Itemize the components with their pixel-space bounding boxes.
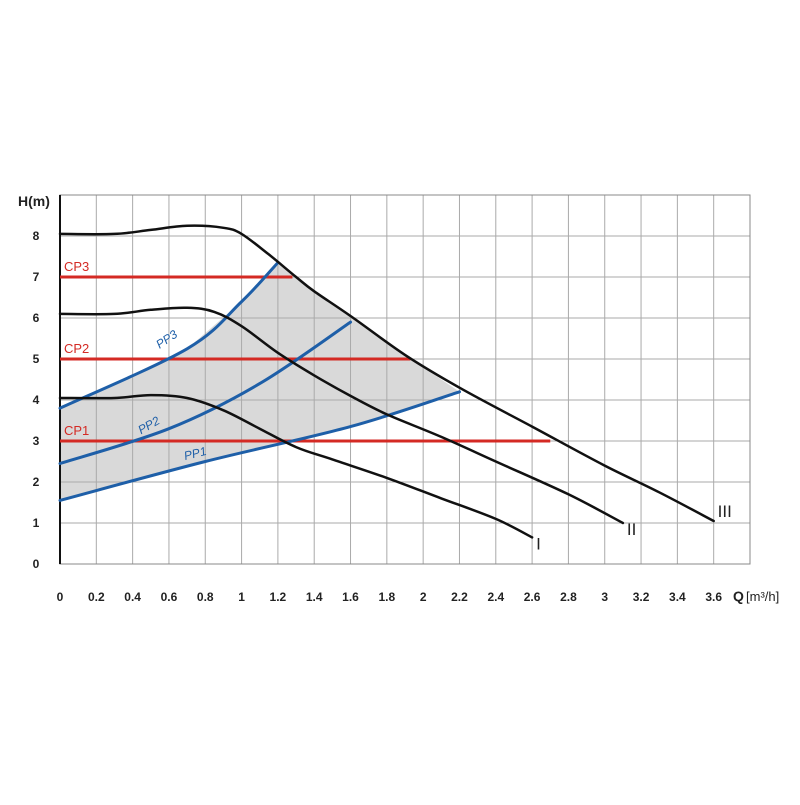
x-tick-label: 2.4	[487, 590, 504, 604]
x-tick-label: 0.4	[124, 590, 141, 604]
x-tick-label: 1.6	[342, 590, 359, 604]
y-tick-label: 3	[33, 434, 40, 448]
speed-curve-label-ii: II	[627, 520, 636, 539]
x-tick-label: 0.6	[161, 590, 178, 604]
cp-label-cp3: CP3	[64, 259, 89, 274]
x-tick-label: 3.6	[705, 590, 722, 604]
y-tick-label: 0	[33, 557, 40, 571]
speed-curve-i	[58, 393, 534, 539]
y-tick-label: 1	[33, 516, 40, 530]
speed-curve-ii	[58, 306, 625, 525]
x-tick-label: 0.8	[197, 590, 214, 604]
cp-label-cp2: CP2	[64, 341, 89, 356]
series-layer	[58, 224, 715, 539]
x-axis-title: Q	[733, 588, 744, 604]
y-tick-label: 2	[33, 475, 40, 489]
pp-line-pp3	[58, 261, 280, 410]
speed-curve-label-i: I	[536, 534, 541, 553]
x-tick-label: 3.4	[669, 590, 686, 604]
x-tick-label: 1.8	[378, 590, 395, 604]
x-tick-label: 0.2	[88, 590, 105, 604]
x-tick-label: 0	[57, 590, 64, 604]
x-tick-label: 2	[420, 590, 427, 604]
tick-label-layer: 0 0.2 0.4 0.6 0.8 1 1.2 1.4 1.6 1.8 2 2.2 2.4 2.6 2.8 3…	[33, 229, 723, 604]
y-tick-label: 5	[33, 352, 40, 366]
x-tick-label: 2.8	[560, 590, 577, 604]
grid-layer	[59, 194, 751, 565]
speed-curve-iii	[58, 224, 715, 523]
pp-line-pp1	[58, 390, 461, 502]
x-tick-label: 1	[238, 590, 245, 604]
x-tick-label: 2.2	[451, 590, 468, 604]
x-axis-unit: [m³/h]	[746, 589, 779, 604]
x-tick-label: 3.2	[633, 590, 650, 604]
pp-label-pp1: PP1	[183, 444, 208, 463]
cp-label-cp1: CP1	[64, 423, 89, 438]
pp-label-pp3: PP3	[153, 327, 180, 351]
x-tick-label: 3	[601, 590, 608, 604]
speed-curve-label-iii: III	[718, 502, 732, 521]
x-tick-label: 1.4	[306, 590, 323, 604]
y-tick-label: 7	[33, 270, 40, 284]
y-tick-label: 4	[33, 393, 40, 407]
x-tick-label: 1.2	[270, 590, 287, 604]
y-axis-title: H(m)	[18, 193, 50, 209]
x-tick-label: 2.6	[524, 590, 541, 604]
y-tick-label: 6	[33, 311, 40, 325]
y-tick-label: 8	[33, 229, 40, 243]
